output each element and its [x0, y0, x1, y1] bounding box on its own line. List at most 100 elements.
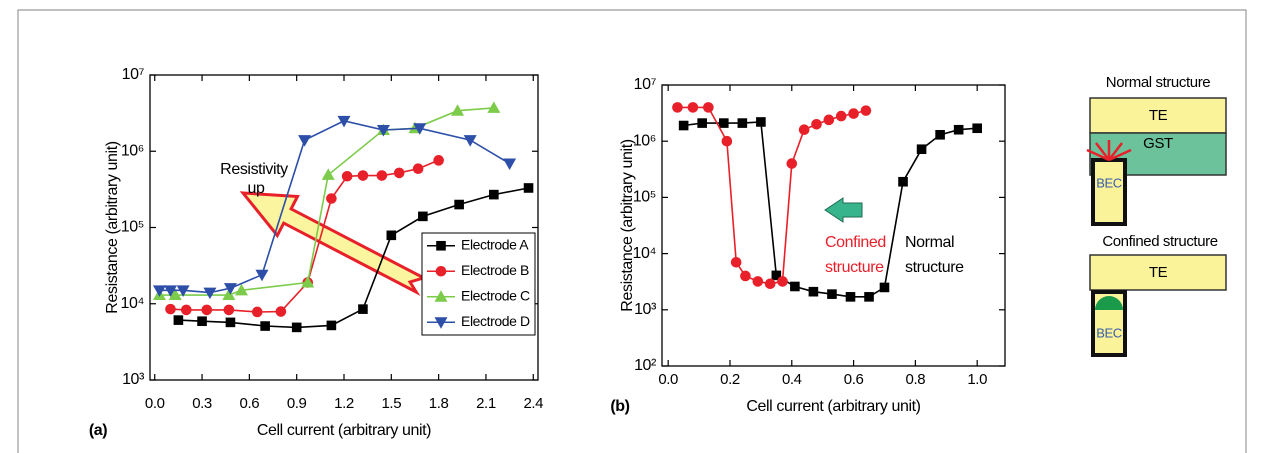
x-tick-label: 0.6: [844, 371, 864, 388]
marker: [251, 306, 263, 318]
legend-label: Electrode A: [461, 236, 529, 252]
marker: [489, 189, 499, 200]
marker: [737, 118, 748, 128]
y-tick-label: 10⁷: [634, 76, 657, 93]
marker: [764, 278, 776, 290]
layer-label: BEC: [1096, 175, 1122, 190]
marker: [752, 276, 764, 287]
marker: [503, 158, 517, 171]
x-tick-label: 1.2: [334, 395, 354, 412]
marker: [376, 124, 390, 137]
marker: [326, 320, 337, 331]
marker: [756, 117, 766, 127]
marker: [152, 285, 166, 297]
frame: [17, 9, 1247, 453]
marker: [165, 303, 176, 315]
x-tick-label: 0.0: [145, 395, 165, 412]
legend-label: Electrode B: [461, 262, 529, 278]
y-tick-label: 10⁴: [633, 245, 657, 262]
marker: [835, 110, 847, 122]
marker: [164, 285, 178, 297]
marker: [436, 240, 446, 251]
marker: [848, 108, 859, 119]
series-line: [677, 106, 867, 285]
y-tick-label: 10⁴: [121, 295, 145, 312]
x-tick-label: 0.0: [658, 371, 678, 388]
marker: [697, 118, 707, 128]
series-label: Confined structure: [825, 234, 890, 276]
marker: [798, 124, 810, 136]
y-tick-label: 10⁵: [121, 219, 144, 236]
layer-label: BEC: [1096, 325, 1122, 340]
y-tick-label: 10³: [122, 371, 145, 388]
marker: [434, 317, 448, 329]
x-axis-title: Cell current (arbitrary unit): [746, 398, 920, 415]
marker: [180, 304, 192, 316]
marker: [845, 292, 856, 302]
arrow: [824, 197, 863, 223]
marker: [777, 276, 788, 287]
x-axis-title: Cell current (arbitrary unit): [257, 422, 431, 439]
marker: [197, 316, 207, 327]
marker: [463, 135, 477, 147]
marker: [451, 104, 465, 116]
y-tick-label: 10⁵: [633, 189, 656, 206]
marker: [326, 193, 337, 204]
x-tick-label: 0.9: [287, 395, 307, 412]
marker: [972, 123, 982, 134]
marker: [434, 290, 448, 302]
marker: [719, 118, 729, 128]
marker: [376, 170, 388, 181]
marker: [260, 321, 270, 331]
y-tick-label: 10⁷: [122, 66, 145, 83]
marker: [222, 288, 236, 301]
layer-label: TE: [1149, 264, 1168, 281]
marker: [393, 167, 405, 179]
x-tick-label: 1.0: [967, 371, 987, 388]
marker: [433, 155, 444, 166]
x-tick-label: 0.6: [240, 395, 260, 412]
marker: [879, 282, 890, 293]
diagram: Normal structure TE GST BEC: [1086, 74, 1227, 226]
heat-arrows: [1086, 140, 1132, 162]
y-tick-label: 10⁶: [121, 142, 144, 159]
marker: [703, 102, 714, 113]
marker: [386, 230, 397, 241]
marker: [341, 170, 353, 182]
marker: [298, 135, 312, 147]
marker: [864, 292, 874, 302]
marker: [827, 289, 837, 299]
marker: [173, 315, 184, 325]
y-tick-label: 10⁶: [633, 132, 656, 149]
marker: [721, 135, 733, 147]
series-label: Normal structure: [905, 234, 964, 276]
y-tick-label: 10²: [634, 357, 657, 374]
marker: [454, 199, 464, 210]
marker: [337, 115, 351, 128]
marker: [730, 257, 742, 268]
marker: [418, 211, 428, 222]
y-axis-title: Resistance (arbitrary unit): [619, 139, 636, 311]
confined-gst: [1095, 296, 1123, 310]
diagram-title: Confined structure: [1102, 233, 1217, 250]
arrow: [239, 191, 428, 296]
marker: [275, 306, 287, 317]
marker: [935, 129, 945, 140]
marker: [916, 144, 927, 155]
marker: [823, 114, 835, 126]
marker: [412, 163, 424, 175]
marker: [357, 170, 369, 181]
marker: [176, 285, 190, 297]
marker: [234, 283, 248, 296]
marker: [223, 304, 235, 316]
layer-label: TE: [1149, 107, 1168, 124]
marker: [358, 304, 368, 314]
marker: [898, 176, 908, 187]
y-axis-title: Resistance (arbitrary unit): [104, 141, 121, 313]
series-line: [159, 107, 494, 296]
plot-frame: [661, 84, 1006, 367]
annotation: Resistivity up: [220, 161, 292, 197]
marker: [740, 270, 751, 282]
y-tick-label: 10³: [634, 301, 657, 318]
x-tick-label: 1.5: [381, 395, 401, 412]
